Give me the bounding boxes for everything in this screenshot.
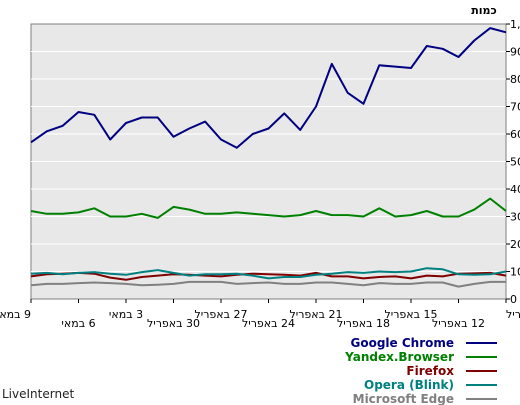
y-tick-label: 1,000: [510, 18, 520, 31]
legend-label: Google Chrome: [350, 336, 454, 350]
series-lines: [30, 27, 507, 288]
legend: Google ChromeYandex.BrowserFirefoxOpera …: [344, 336, 497, 405]
y-tick-label: 300: [510, 211, 520, 224]
x-tick-label: 9 באפריל: [506, 308, 520, 321]
y-tick-label: 800: [510, 73, 520, 86]
y-tick-label: 200: [510, 238, 520, 251]
y-tick-label: 700: [510, 101, 520, 114]
legend-label: Firefox: [406, 364, 454, 378]
legend-label: Opera (Blink): [364, 378, 454, 392]
x-tick-label: 12 באפריל: [432, 317, 485, 330]
x-tick-label: 24 באפריל: [242, 317, 295, 330]
series-line-0: [30, 27, 507, 149]
y-axis-unit-label: כמות: [471, 4, 496, 17]
brand-logo-text: LiveInternet: [2, 387, 74, 401]
x-tick-label: 21 באפריל: [290, 308, 343, 321]
y-tick-label: 900: [510, 46, 520, 59]
x-tick-label: 9 במאי: [0, 308, 31, 321]
x-tick-label: 18 באפריל: [337, 317, 390, 330]
y-tick-label: 600: [510, 128, 520, 141]
series-line-3: [30, 267, 507, 280]
series-line-2: [30, 271, 507, 281]
series-line-4: [30, 280, 506, 288]
x-tick-label: 3 במאי: [109, 308, 143, 321]
x-tick-label: 6 במאי: [61, 317, 95, 330]
x-tick-label: 30 באפריל: [147, 317, 200, 330]
y-tick-label: 500: [510, 156, 520, 169]
x-tick-label: 27 באפריל: [195, 308, 248, 321]
axes: 0 100 200 300 400 500 600 700 800 900 1,000 9 באפרי…: [0, 18, 520, 330]
y-tick-label: 100: [510, 266, 520, 279]
gridlines: [31, 51, 506, 272]
y-tick-label: 0: [510, 293, 517, 306]
legend-label: Microsoft Edge: [353, 392, 454, 405]
y-tick-label: 400: [510, 183, 520, 196]
series-line-1: [30, 197, 507, 219]
x-tick-label: 15 באפריל: [385, 308, 438, 321]
legend-label: Yandex.Browser: [344, 350, 454, 364]
